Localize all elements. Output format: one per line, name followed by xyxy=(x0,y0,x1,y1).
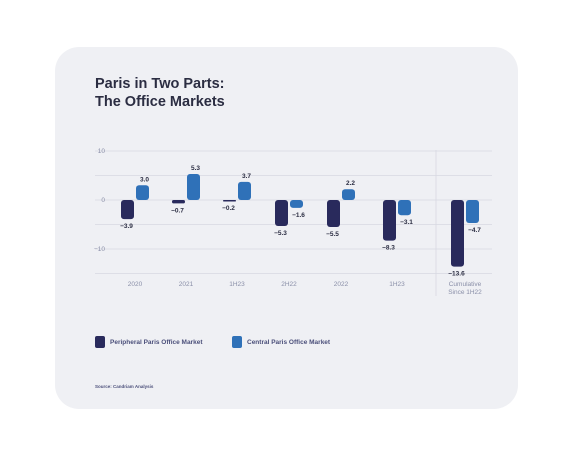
x-tick-label: 2022 xyxy=(334,281,349,288)
chart-card xyxy=(55,47,518,409)
legend-swatch-central xyxy=(232,336,242,348)
data-label: 5.3 xyxy=(191,165,200,172)
bar-central xyxy=(466,200,479,224)
data-label: −5.3 xyxy=(274,230,287,237)
data-label: −0.2 xyxy=(222,205,235,212)
data-label: −3.1 xyxy=(400,219,413,226)
chart-title-line2: The Office Markets xyxy=(95,94,225,110)
data-label: −0.7 xyxy=(171,207,184,214)
bar-central xyxy=(238,181,251,200)
x-tick-label: 1H23 xyxy=(229,281,245,288)
source-note: Source: Candriam Analysis xyxy=(95,384,154,389)
bar-peripheral xyxy=(121,200,134,220)
x-tick-label: 1H23 xyxy=(389,281,405,288)
bar-peripheral xyxy=(275,200,288,226)
bar-central xyxy=(290,200,303,208)
bar-central xyxy=(398,200,411,216)
bar-peripheral xyxy=(327,200,340,227)
legend-label-peripheral: Peripheral Paris Office Market xyxy=(110,338,203,346)
data-label: −3.9 xyxy=(120,223,133,230)
x-tick-label: 2020 xyxy=(128,281,143,288)
data-label: −4.7 xyxy=(468,227,481,234)
bar-central xyxy=(342,189,355,200)
x-tick-label: Cumulative Since 1H22 xyxy=(448,281,482,296)
bar-peripheral xyxy=(223,200,236,202)
legend-item-peripheral: Peripheral Paris Office Market xyxy=(95,336,203,348)
data-label: 3.7 xyxy=(242,173,251,180)
data-label: −1.6 xyxy=(292,212,305,219)
bar-peripheral xyxy=(383,200,396,241)
bar-central xyxy=(187,174,200,200)
y-tick-label: 10 xyxy=(98,148,106,155)
x-tick-label: 2021 xyxy=(179,281,194,288)
legend-swatch-peripheral xyxy=(95,336,105,348)
legend-label-central: Central Paris Office Market xyxy=(247,338,331,346)
data-label: 2.2 xyxy=(346,180,355,187)
bar-central xyxy=(136,185,149,200)
data-label: −8.3 xyxy=(382,245,395,252)
data-label: 3.0 xyxy=(140,176,149,183)
chart-title-line1: Paris in Two Parts: xyxy=(95,76,225,92)
x-tick-label: 2H22 xyxy=(281,281,297,288)
y-tick-label: −10 xyxy=(94,246,105,253)
data-label: −5.5 xyxy=(326,231,339,238)
bar-peripheral xyxy=(451,200,464,267)
chart-title: Paris in Two Parts: The Office Markets xyxy=(95,75,225,111)
bar-peripheral xyxy=(172,200,185,204)
legend-item-central: Central Paris Office Market xyxy=(232,336,330,348)
data-label: −13.6 xyxy=(448,271,465,278)
y-tick-label: 0 xyxy=(101,197,105,204)
